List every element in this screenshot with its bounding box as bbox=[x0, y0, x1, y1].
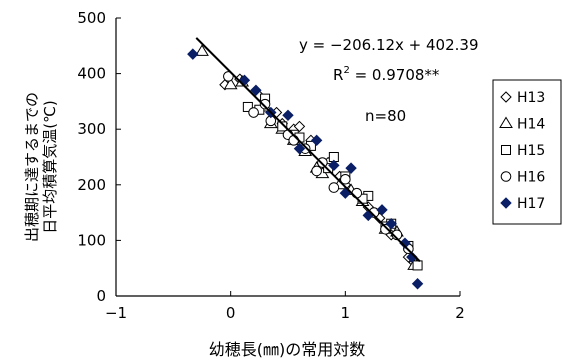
point-h16 bbox=[248, 107, 259, 118]
point-h16 bbox=[351, 187, 363, 199]
point-h17 bbox=[282, 109, 294, 122]
point-h16 bbox=[380, 223, 391, 235]
y-tick-label: 0 bbox=[96, 287, 106, 305]
x-ticks: −1 0 1 2 bbox=[105, 291, 465, 322]
legend: H13 H14 H15 H16 H17 bbox=[492, 79, 562, 225]
legend-label-h15: H15 bbox=[517, 143, 545, 159]
point-h16 bbox=[311, 165, 322, 177]
point-h15 bbox=[242, 101, 253, 112]
legend-label-h17: H17 bbox=[517, 196, 545, 212]
point-h17 bbox=[187, 48, 199, 60]
legend-marker-h17 bbox=[500, 197, 512, 209]
x-tick-label: 0 bbox=[226, 304, 236, 322]
point-h14 bbox=[223, 77, 238, 90]
legend-marker-h15 bbox=[501, 145, 511, 155]
point-h16 bbox=[259, 98, 271, 110]
y-tick-label: 500 bbox=[77, 9, 106, 27]
r2-prefix: R bbox=[333, 66, 343, 84]
x-tick-label: −1 bbox=[105, 304, 127, 322]
n-label: n=80 bbox=[365, 107, 406, 125]
y-tick-label: 300 bbox=[77, 120, 106, 138]
point-h17 bbox=[310, 134, 323, 147]
y-tick-label: 100 bbox=[77, 231, 106, 249]
point-h17 bbox=[376, 204, 388, 216]
point-h17 bbox=[345, 162, 357, 174]
point-h13 bbox=[293, 120, 306, 133]
data-points bbox=[187, 44, 424, 290]
x-axis-title: 幼穂長(㎜)の常用対数 bbox=[209, 340, 366, 359]
legend-marker-h13 bbox=[500, 91, 512, 103]
point-h15 bbox=[412, 260, 423, 271]
y-axis-title-line1: 出穂期に達するまでの bbox=[23, 92, 41, 242]
r2-superscript: 2 bbox=[343, 65, 349, 76]
y-ticks: 0 100 200 300 400 500 bbox=[77, 9, 121, 305]
point-h17 bbox=[411, 278, 424, 290]
point-h15 bbox=[277, 121, 288, 132]
y-tick-label: 200 bbox=[77, 176, 106, 194]
legend-marker-h14 bbox=[499, 116, 513, 128]
point-h16 bbox=[340, 173, 351, 185]
legend-marker-h16 bbox=[500, 171, 512, 182]
legend-label-h14: H14 bbox=[517, 117, 545, 133]
point-h17 bbox=[399, 237, 411, 249]
point-h16 bbox=[328, 182, 340, 193]
legend-label-h13: H13 bbox=[517, 90, 545, 106]
trendline bbox=[195, 37, 421, 263]
x-tick-label: 2 bbox=[455, 304, 465, 322]
equation-label: y = −206.12x + 402.39 bbox=[299, 36, 479, 54]
legend-label-h16: H16 bbox=[517, 170, 545, 186]
point-h17 bbox=[328, 159, 340, 172]
r2-label: R2 = 0.9708** bbox=[333, 65, 440, 84]
point-h16 bbox=[223, 71, 234, 82]
point-h17 bbox=[250, 84, 262, 96]
x-tick-label: 1 bbox=[341, 304, 351, 322]
point-h14 bbox=[195, 44, 209, 56]
point-h17 bbox=[293, 142, 306, 155]
y-tick-label: 400 bbox=[77, 65, 106, 83]
y-axis-title-line2: 日平均積算気温(℃) bbox=[41, 100, 59, 234]
point-h17 bbox=[385, 218, 397, 230]
point-h16 bbox=[288, 135, 300, 146]
r2-value: = 0.9708** bbox=[350, 66, 440, 84]
